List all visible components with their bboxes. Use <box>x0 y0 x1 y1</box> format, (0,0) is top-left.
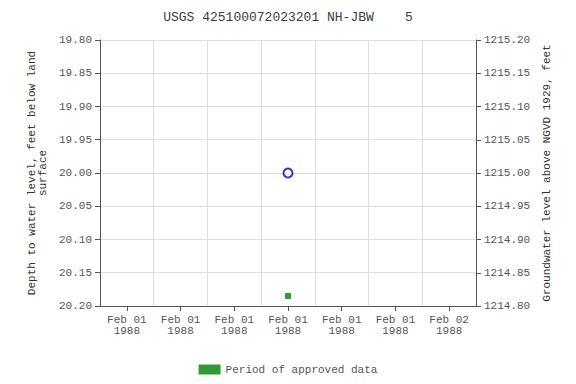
svg-text:1988: 1988 <box>167 325 193 337</box>
svg-text:19.85: 19.85 <box>59 67 92 79</box>
svg-text:Depth to water level, feet bel: Depth to water level, feet below land <box>25 50 38 296</box>
svg-text:1988: 1988 <box>275 325 301 337</box>
svg-text:1214.90: 1214.90 <box>484 234 530 246</box>
svg-text:Feb 01: Feb 01 <box>321 313 362 326</box>
svg-text:19.90: 19.90 <box>59 101 92 113</box>
svg-text:20.10: 20.10 <box>59 234 92 246</box>
svg-text:Feb 01: Feb 01 <box>214 313 255 326</box>
svg-text:1215.05: 1215.05 <box>484 134 530 146</box>
svg-text:20.05: 20.05 <box>59 200 92 212</box>
svg-text:1988: 1988 <box>329 325 355 337</box>
svg-text:1988: 1988 <box>114 325 140 337</box>
svg-text:Feb 02: Feb 02 <box>429 313 469 326</box>
svg-text:20.15: 20.15 <box>59 267 92 279</box>
svg-text:Feb 01: Feb 01 <box>375 313 416 326</box>
svg-text:1214.95: 1214.95 <box>484 200 530 212</box>
svg-text:1215.20: 1215.20 <box>484 34 530 46</box>
svg-text:1214.85: 1214.85 <box>484 267 530 279</box>
svg-text:1988: 1988 <box>221 325 247 337</box>
svg-text:Feb 01: Feb 01 <box>268 313 308 326</box>
svg-text:USGS 425100072023201 NH-JBW: USGS 425100072023201 NH-JBW 5 <box>163 10 413 25</box>
svg-text:Feb 01: Feb 01 <box>107 313 147 326</box>
svg-text:Feb 01: Feb 01 <box>160 313 201 326</box>
svg-text:19.95: 19.95 <box>59 134 92 146</box>
svg-text:1215.10: 1215.10 <box>484 101 530 113</box>
svg-text:1988: 1988 <box>436 325 462 337</box>
svg-text:1988: 1988 <box>382 325 408 337</box>
svg-text:Period of approved data: Period of approved data <box>226 364 378 376</box>
svg-text:20.20: 20.20 <box>59 300 92 312</box>
svg-text:20.00: 20.00 <box>59 167 92 179</box>
svg-text:1215.15: 1215.15 <box>484 67 530 79</box>
svg-text:1215.00: 1215.00 <box>484 167 530 179</box>
svg-text:19.80: 19.80 <box>59 34 92 46</box>
svg-text:1214.80: 1214.80 <box>484 300 530 312</box>
svg-text:surface: surface <box>37 150 49 196</box>
svg-text:Groundwater level above NGVD 1: Groundwater level above NGVD 1929, feet <box>541 44 553 301</box>
